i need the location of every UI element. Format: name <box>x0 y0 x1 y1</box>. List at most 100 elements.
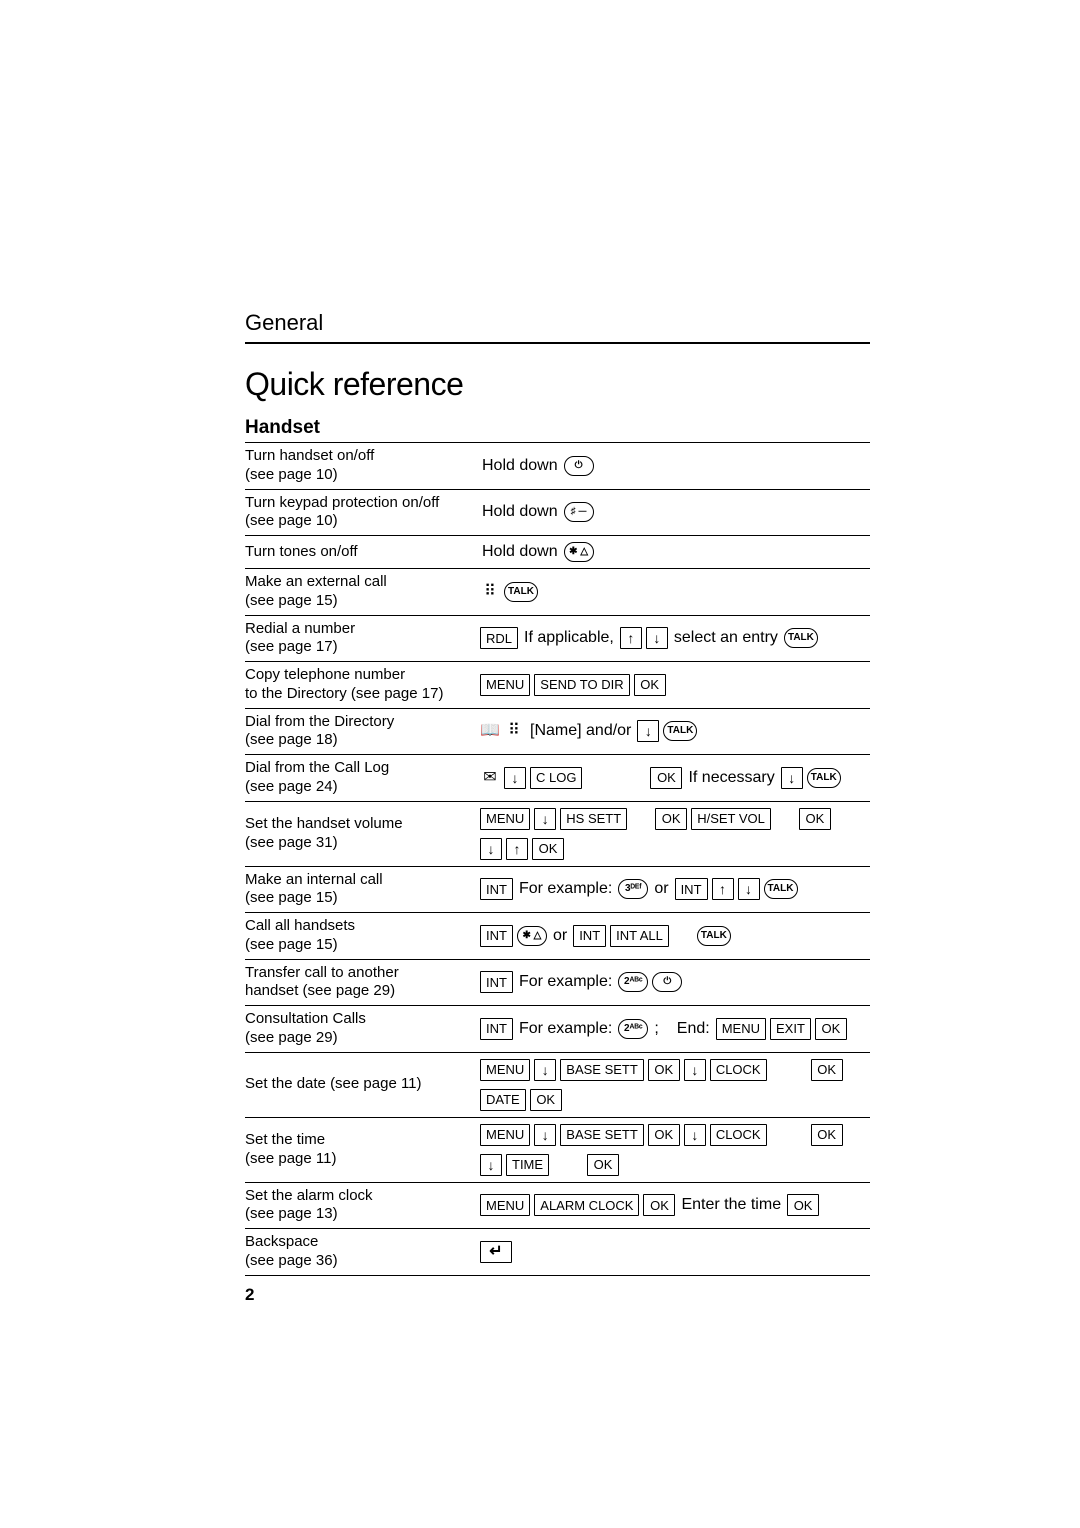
star-key-icon: ✱ △ <box>564 542 594 562</box>
up-key-icon: ↑ <box>620 627 642 649</box>
hset-vol-key: H/SET VOL <box>691 808 771 830</box>
down-key-icon: ↓ <box>738 878 760 900</box>
table-row: Make an internal call (see page 15) INT … <box>245 866 870 913</box>
text: If applicable, <box>522 628 616 648</box>
down-key-icon: ↓ <box>684 1059 706 1081</box>
three-key-icon: 3ᴰᴱᶠ <box>618 879 648 899</box>
table-row: Set the handset volume (see page 31) MEN… <box>245 801 870 866</box>
text: select an entry <box>672 628 780 648</box>
down-key-icon: ↓ <box>534 808 556 830</box>
clock-key: CLOCK <box>710 1059 767 1081</box>
down-key-icon: ↓ <box>781 767 803 789</box>
down-key-icon: ↓ <box>480 838 502 860</box>
date-key: DATE <box>480 1089 526 1111</box>
row-label: Turn handset on/off (see page 10) <box>245 443 480 489</box>
clog-key: C LOG <box>530 767 582 789</box>
table-row: Dial from the Call Log (see page 24) ✉ ↓… <box>245 755 870 802</box>
row-label: Make an internal call (see page 15) <box>245 866 480 913</box>
ok-key: OK <box>655 808 687 830</box>
menu-key: MENU <box>480 808 530 830</box>
ok-key: OK <box>650 767 682 789</box>
down-key-icon: ↓ <box>504 767 526 789</box>
row-label: Transfer call to another handset (see pa… <box>245 959 480 1006</box>
row-label: Turn keypad protection on/off (see page … <box>245 489 480 536</box>
table-row: Set the date (see page 11) MENU ↓ BASE S… <box>245 1052 870 1117</box>
table-row: Turn keypad protection on/off (see page … <box>245 489 870 536</box>
table-row: Copy telephone number to the Directory (… <box>245 662 870 709</box>
text: Hold down <box>480 542 560 562</box>
talk-key-icon: TALK <box>764 879 798 899</box>
page-number: 2 <box>245 1285 254 1305</box>
table-row: Transfer call to another handset (see pa… <box>245 959 870 1006</box>
menu-key: MENU <box>480 1124 530 1146</box>
ok-key: OK <box>811 1059 843 1081</box>
row-label: Set the time (see page 11) <box>245 1117 480 1182</box>
row-label: Consultation Calls (see page 29) <box>245 1006 480 1053</box>
star-key-icon: ✱ △ <box>517 926 547 946</box>
int-key: INT <box>675 878 708 900</box>
mail-icon: ✉ <box>480 769 500 787</box>
table-row: Turn tones on/off Hold down ✱ △ <box>245 536 870 569</box>
up-key-icon: ↑ <box>506 838 528 860</box>
page-content: General Quick reference Handset Turn han… <box>0 0 1080 1276</box>
talk-key-icon: TALK <box>784 628 818 648</box>
talk-key-icon: TALK <box>697 926 731 946</box>
row-label: Set the handset volume (see page 31) <box>245 801 480 866</box>
text: End: <box>675 1019 712 1039</box>
text: Hold down <box>480 456 560 476</box>
base-sett-key: BASE SETT <box>560 1124 644 1146</box>
page-title: Quick reference <box>245 366 870 403</box>
ok-key: OK <box>648 1059 680 1081</box>
row-label: Dial from the Call Log (see page 24) <box>245 755 480 802</box>
ok-key: OK <box>648 1124 680 1146</box>
up-key-icon: ↑ <box>712 878 734 900</box>
keypad-icon: ⠿ <box>480 583 500 601</box>
text: or <box>551 926 569 946</box>
menu-key: MENU <box>716 1018 766 1040</box>
row-sequence: Hold down ⏻ <box>480 443 870 489</box>
table-row: Set the alarm clock (see page 13) MENU A… <box>245 1182 870 1229</box>
row-label: Set the date (see page 11) <box>245 1052 480 1117</box>
clock-key: CLOCK <box>710 1124 767 1146</box>
directory-icon: 📖 <box>480 722 500 740</box>
row-label: Redial a number (see page 17) <box>245 615 480 662</box>
ok-key: OK <box>799 808 831 830</box>
menu-key: MENU <box>480 674 530 696</box>
text: If necessary <box>686 768 776 788</box>
table-subhead: Handset <box>245 417 870 443</box>
text: For example: <box>517 972 614 992</box>
int-key: INT <box>480 971 513 993</box>
talk-key-icon: TALK <box>663 721 697 741</box>
text: [Name] and/or <box>528 721 633 741</box>
time-key: TIME <box>506 1154 549 1176</box>
ok-key: OK <box>787 1194 819 1216</box>
hash-key-icon: ♯ ⏤ <box>564 502 594 522</box>
text: For example: <box>517 1019 614 1039</box>
quick-reference-table: Turn handset on/off (see page 10) Hold d… <box>245 443 870 1276</box>
row-label: Call all handsets (see page 15) <box>245 913 480 960</box>
row-label: Set the alarm clock (see page 13) <box>245 1182 480 1229</box>
down-key-icon: ↓ <box>684 1124 706 1146</box>
hs-sett-key: HS SETT <box>560 808 627 830</box>
row-label: Backspace (see page 36) <box>245 1229 480 1276</box>
ok-key: OK <box>634 674 666 696</box>
send-to-dir-key: SEND TO DIR <box>534 674 629 696</box>
down-key-icon: ↓ <box>646 627 668 649</box>
ok-key: OK <box>811 1124 843 1146</box>
base-sett-key: BASE SETT <box>560 1059 644 1081</box>
talk-key-icon: TALK <box>807 768 841 788</box>
table-row: Make an external call (see page 15) ⠿ TA… <box>245 569 870 616</box>
down-key-icon: ↓ <box>480 1154 502 1176</box>
row-label: Copy telephone number to the Directory (… <box>245 662 480 709</box>
text: For example: <box>517 879 614 899</box>
row-label: Make an external call (see page 15) <box>245 569 480 616</box>
int-key: INT <box>480 1018 513 1040</box>
table-row: Redial a number (see page 17) RDL If app… <box>245 615 870 662</box>
down-key-icon: ↓ <box>534 1059 556 1081</box>
ok-key: OK <box>530 1089 562 1111</box>
row-label: Turn tones on/off <box>245 536 480 569</box>
text: or <box>652 879 670 899</box>
ok-key: OK <box>643 1194 675 1216</box>
text: ; <box>652 1019 660 1039</box>
two-key-icon: 2ᴬᴮᶜ <box>618 972 648 992</box>
